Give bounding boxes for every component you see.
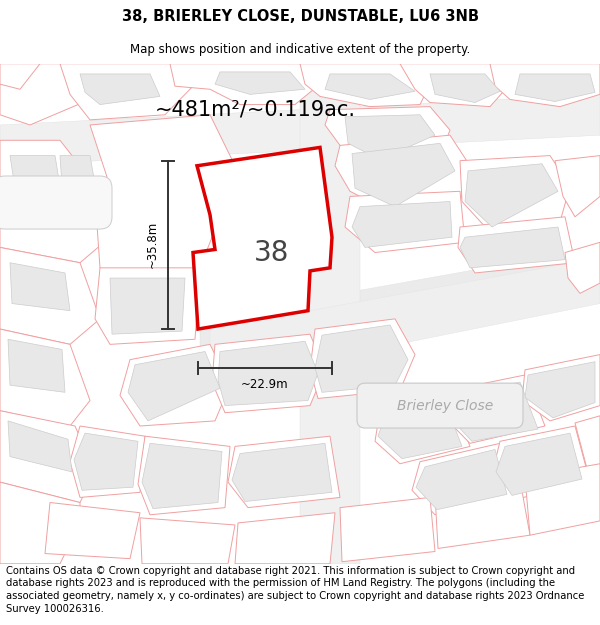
- Polygon shape: [70, 426, 145, 498]
- Polygon shape: [0, 64, 40, 89]
- Polygon shape: [565, 242, 600, 293]
- Text: ~481m²/~0.119ac.: ~481m²/~0.119ac.: [155, 99, 355, 119]
- Polygon shape: [60, 156, 95, 186]
- Polygon shape: [352, 201, 452, 248]
- Polygon shape: [496, 433, 582, 496]
- Polygon shape: [430, 74, 500, 102]
- Polygon shape: [95, 268, 200, 344]
- Text: Contains OS data © Crown copyright and database right 2021. This information is : Contains OS data © Crown copyright and d…: [6, 566, 584, 614]
- Polygon shape: [120, 344, 230, 426]
- Polygon shape: [170, 64, 320, 104]
- Polygon shape: [310, 319, 415, 399]
- Polygon shape: [8, 339, 65, 392]
- Polygon shape: [352, 143, 455, 207]
- Polygon shape: [416, 449, 507, 509]
- Text: 38, BRIERLEY CLOSE, DUNSTABLE, LU6 3NB: 38, BRIERLEY CLOSE, DUNSTABLE, LU6 3NB: [121, 9, 479, 24]
- Polygon shape: [8, 421, 72, 472]
- Polygon shape: [525, 362, 595, 418]
- Polygon shape: [142, 443, 222, 509]
- Polygon shape: [458, 217, 575, 273]
- Polygon shape: [200, 248, 600, 359]
- Polygon shape: [315, 325, 408, 392]
- Polygon shape: [110, 278, 185, 334]
- Polygon shape: [60, 64, 195, 120]
- Polygon shape: [460, 227, 565, 268]
- Polygon shape: [80, 74, 160, 104]
- Polygon shape: [340, 498, 435, 562]
- Polygon shape: [228, 436, 340, 508]
- Polygon shape: [140, 518, 235, 564]
- Polygon shape: [232, 443, 332, 501]
- Polygon shape: [0, 140, 110, 262]
- Polygon shape: [300, 64, 360, 564]
- Text: 38: 38: [254, 239, 290, 266]
- Polygon shape: [0, 248, 100, 344]
- FancyBboxPatch shape: [0, 176, 112, 229]
- Text: Map shows position and indicative extent of the property.: Map shows position and indicative extent…: [130, 42, 470, 56]
- Polygon shape: [235, 512, 335, 564]
- Polygon shape: [412, 443, 515, 515]
- Polygon shape: [522, 354, 600, 421]
- Polygon shape: [400, 64, 510, 107]
- Polygon shape: [515, 74, 595, 101]
- Polygon shape: [375, 396, 470, 464]
- Polygon shape: [435, 480, 530, 549]
- Polygon shape: [0, 64, 90, 125]
- Polygon shape: [492, 426, 590, 501]
- Polygon shape: [212, 334, 325, 412]
- Polygon shape: [74, 433, 138, 490]
- Polygon shape: [448, 375, 545, 443]
- Polygon shape: [335, 135, 470, 212]
- Text: Brierley Close: Brierley Close: [397, 399, 493, 412]
- Polygon shape: [325, 74, 415, 99]
- Polygon shape: [0, 94, 600, 166]
- Polygon shape: [555, 156, 600, 217]
- Text: ~22.9m: ~22.9m: [241, 378, 289, 391]
- Polygon shape: [490, 64, 600, 107]
- Polygon shape: [460, 156, 570, 232]
- Text: ~35.8m: ~35.8m: [146, 221, 158, 269]
- Polygon shape: [465, 164, 558, 227]
- Polygon shape: [378, 402, 462, 459]
- Polygon shape: [300, 64, 430, 107]
- Polygon shape: [218, 341, 318, 406]
- Polygon shape: [45, 503, 140, 559]
- Polygon shape: [90, 115, 235, 288]
- Polygon shape: [215, 72, 305, 94]
- Polygon shape: [345, 191, 465, 253]
- Polygon shape: [210, 258, 600, 375]
- Polygon shape: [193, 148, 332, 329]
- Polygon shape: [525, 464, 600, 535]
- Polygon shape: [128, 351, 220, 421]
- Polygon shape: [0, 482, 80, 564]
- Polygon shape: [10, 156, 60, 188]
- Polygon shape: [450, 382, 538, 441]
- Polygon shape: [0, 411, 95, 502]
- Polygon shape: [10, 262, 70, 311]
- Polygon shape: [0, 329, 90, 426]
- FancyBboxPatch shape: [357, 383, 523, 428]
- Polygon shape: [325, 107, 450, 166]
- Polygon shape: [575, 416, 600, 480]
- Polygon shape: [345, 115, 435, 159]
- Polygon shape: [138, 436, 230, 515]
